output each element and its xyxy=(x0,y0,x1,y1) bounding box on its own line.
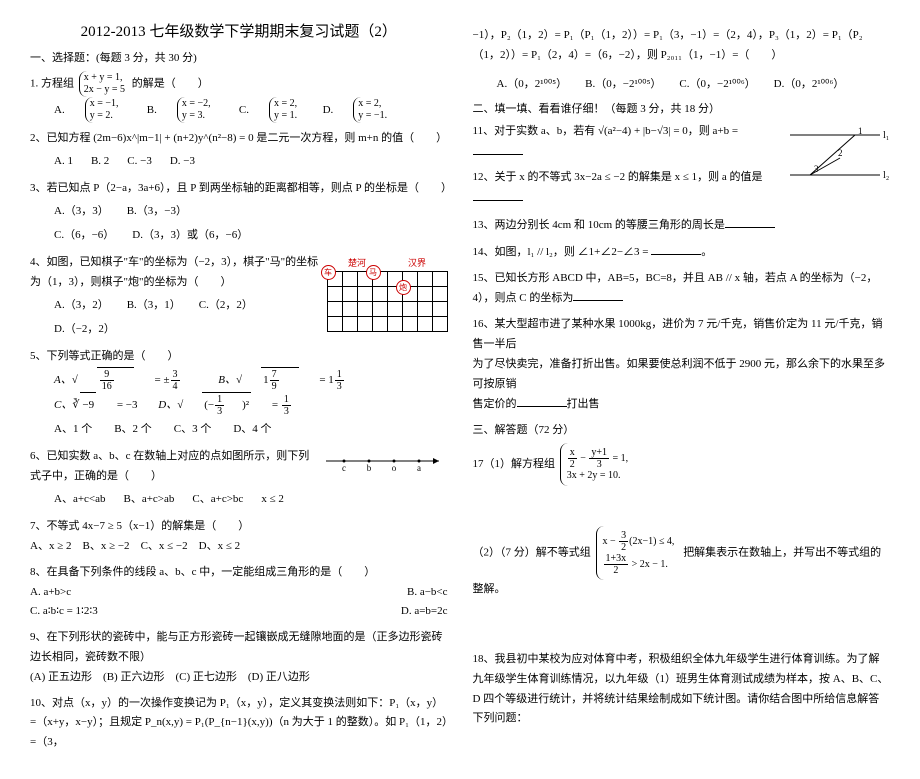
svg-text:l₁: l₁ xyxy=(883,130,889,141)
svg-text:2: 2 xyxy=(838,148,843,158)
q16: 16、某大型超市进了某种水果 1000kg，进价为 7 元/千克，销售价定为 1… xyxy=(473,315,891,415)
q17: 17（1）解方程组 x2 − y+13 = 1, 3x + 2y = 10. xyxy=(473,443,891,486)
section-1-header: 一、选择题：(每题 3 分，共 30 分) xyxy=(30,49,448,65)
q5: 5、下列等式正确的是（ ） A、916 = ±34 B、179 = 113 C、… xyxy=(30,347,448,441)
q3: 3、若已知点 P（2−a，3a+6），且 P 到两坐标轴的距离都相等，则点 P … xyxy=(30,179,448,247)
q1-options: A.x = −1,y = 2. B.x = −2,y = 3. C.x = 2,… xyxy=(54,97,448,123)
svg-text:b: b xyxy=(366,463,371,473)
svg-text:a: a xyxy=(417,463,421,473)
q1: 1. 方程组 x + y = 1,2x − y = 5 的解是（ ） A.x =… xyxy=(30,71,448,123)
svg-text:3: 3 xyxy=(814,164,819,174)
angle-diagram: l₁ l₂ 1 2 3 xyxy=(780,120,890,190)
q8: 8、在具备下列条件的线段 a、b、c 中，一定能组成三角形的是（ ） A. a+… xyxy=(30,563,448,622)
q4: 楚河汉界 车马 炮 4、如图，已知棋子"车"的坐标为（−2，3），棋子"马"的坐… xyxy=(30,253,448,341)
q1-system: x + y = 1,2x − y = 5 xyxy=(79,71,127,97)
q14: 14、如图，l₁ // l₂，则 ∠1+∠2−∠3 = 。 xyxy=(473,242,891,263)
q10-options: A.（0，2¹⁰⁰⁵）B.（0，−2¹⁰⁰⁵）C.（0，−2¹⁰⁰⁶）D.（0，… xyxy=(497,72,891,96)
q15: 15、已知长方形 ABCD 中，AB=5，BC=8，并且 AB // x 轴，若… xyxy=(473,269,891,310)
section-2-header: 二、填一填、看看谁仔细！（每题 3 分，共 18 分） xyxy=(473,100,891,116)
page-title: 2012-2013 七年级数学下学期期末复习试题（2） xyxy=(30,20,448,41)
svg-text:1: 1 xyxy=(858,126,863,136)
q13: 13、两边分别长 4cm 和 10cm 的等腰三角形的周长是 xyxy=(473,215,891,236)
q10: 10、对点（x，y）的一次操作变换记为 P₁（x，y），定义其变换法则如下：P₁… xyxy=(30,694,448,753)
section-3-header: 三、解答题（72 分） xyxy=(473,421,891,437)
q18: 18、我县初中某校为应对体育中考，积极组织全体九年级学生进行体育训练。为了解九年… xyxy=(473,650,891,729)
q7: 7、不等式 4x−7 ≥ 5（x−1）的解集是（ ） A、x ≥ 2 B、x ≥… xyxy=(30,517,448,557)
q17b: （2）（7 分）解不等式组 x − 32(2x−1) ≤ 4, 1+3x2 > … xyxy=(473,526,891,600)
q9: 9、在下列形状的瓷砖中，能与正方形瓷砖一起镶嵌成无缝隙地面的是（正多边形瓷砖边长… xyxy=(30,628,448,687)
xiangqi-board: 楚河汉界 车马 炮 xyxy=(327,255,448,332)
q1-stem: 1. 方程组 xyxy=(30,78,74,90)
svg-text:c: c xyxy=(342,463,346,473)
number-line-icon: c b o a xyxy=(324,449,444,473)
q6: c b o a 6、已知实数 a、b、c 在数轴上对应的点如图所示，则下列式子中… xyxy=(30,447,448,511)
svg-text:l₂: l₂ xyxy=(883,170,889,181)
q2: 2、已知方程 (2m−6)x^|m−1| + (n+2)y^(n²−8) = 0… xyxy=(30,129,448,173)
svg-text:o: o xyxy=(391,463,396,473)
q10-cont: −1），P₂（1，2）= P₁（P₁（1，2））= P₁（3，−1）=（2，4）… xyxy=(473,26,891,66)
